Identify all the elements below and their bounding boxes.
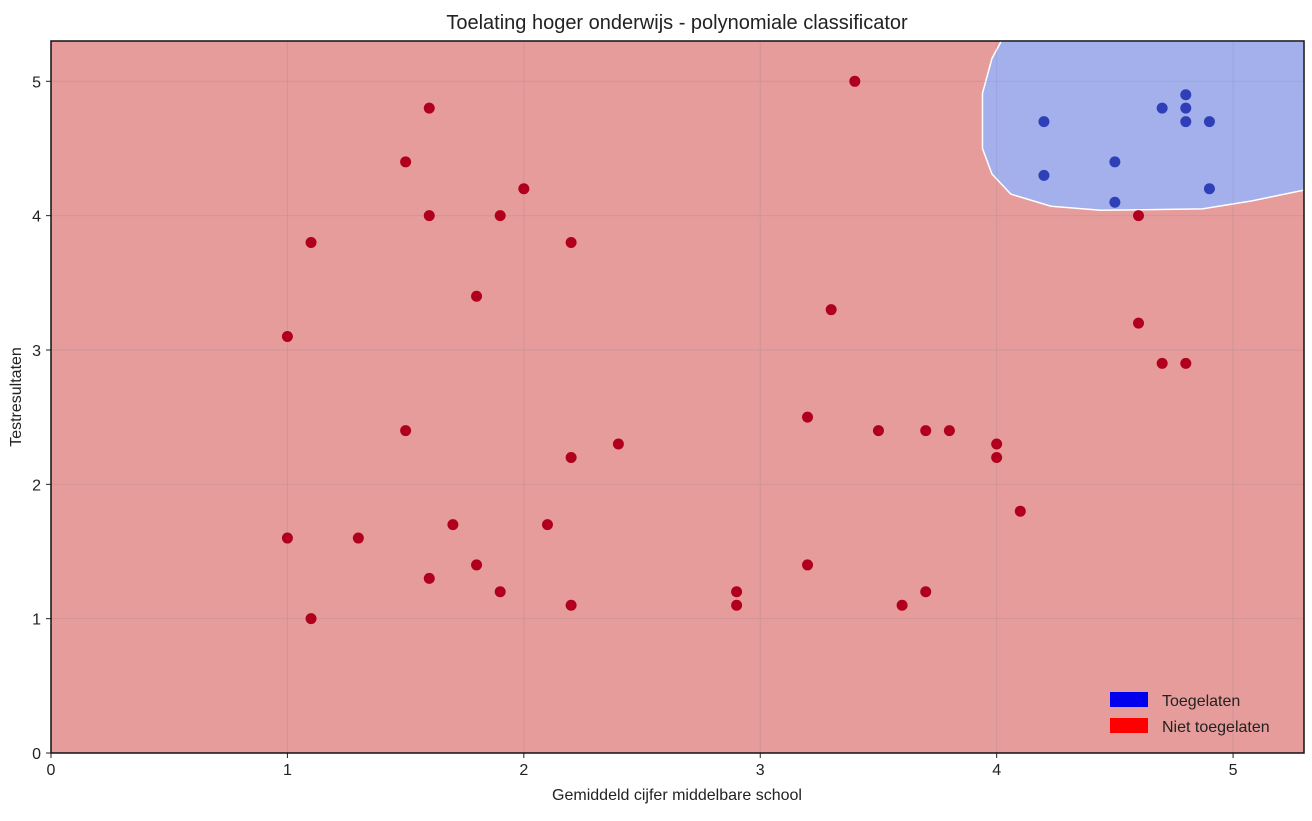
point-niet-toegelaten	[991, 438, 1003, 450]
point-niet-toegelaten	[518, 183, 530, 195]
point-niet-toegelaten	[494, 586, 506, 598]
point-niet-toegelaten	[281, 532, 293, 544]
point-niet-toegelaten	[920, 425, 932, 437]
point-niet-toegelaten	[471, 290, 483, 302]
point-toegelaten	[1203, 183, 1215, 195]
point-toegelaten	[1156, 102, 1168, 114]
x-axis-label: Gemiddeld cijfer middelbare school	[552, 787, 802, 804]
legend-label: Niet toegelaten	[1162, 719, 1270, 736]
point-niet-toegelaten	[281, 331, 293, 343]
point-niet-toegelaten	[1180, 357, 1192, 369]
x-tick-label: 0	[47, 762, 56, 779]
point-toegelaten	[1180, 89, 1192, 101]
point-niet-toegelaten	[565, 451, 577, 463]
y-tick-label: 0	[32, 746, 41, 763]
point-niet-toegelaten	[423, 572, 435, 584]
point-niet-toegelaten	[802, 559, 814, 571]
point-toegelaten	[1203, 116, 1215, 128]
legend-swatch	[1110, 718, 1148, 733]
y-tick-label: 5	[32, 74, 41, 91]
point-toegelaten	[1038, 116, 1050, 128]
x-tick-label: 5	[1229, 762, 1238, 779]
point-niet-toegelaten	[943, 425, 955, 437]
point-niet-toegelaten	[423, 210, 435, 222]
point-niet-toegelaten	[802, 411, 814, 423]
x-tick-label: 1	[283, 762, 292, 779]
point-niet-toegelaten	[731, 599, 743, 611]
chart-title: Toelating hoger onderwijs - polynomiale …	[446, 12, 908, 34]
point-niet-toegelaten	[1156, 357, 1168, 369]
legend-swatch	[1110, 692, 1148, 707]
point-niet-toegelaten	[400, 156, 412, 168]
point-niet-toegelaten	[1133, 210, 1145, 222]
point-niet-toegelaten	[352, 532, 364, 544]
point-niet-toegelaten	[991, 451, 1003, 463]
x-tick-label: 2	[519, 762, 528, 779]
point-niet-toegelaten	[471, 559, 483, 571]
point-toegelaten	[1180, 102, 1192, 114]
point-niet-toegelaten	[400, 425, 412, 437]
point-niet-toegelaten	[872, 425, 884, 437]
point-niet-toegelaten	[423, 102, 435, 114]
point-toegelaten	[1109, 156, 1121, 168]
legend: Toegelaten Niet toegelaten	[1110, 692, 1270, 736]
point-niet-toegelaten	[305, 237, 317, 249]
plot-frame	[50, 40, 1305, 754]
point-niet-toegelaten	[1014, 505, 1026, 517]
point-niet-toegelaten	[612, 438, 624, 450]
point-toegelaten	[1180, 116, 1192, 128]
point-niet-toegelaten	[849, 75, 861, 87]
point-toegelaten	[1109, 196, 1121, 208]
point-niet-toegelaten	[896, 599, 908, 611]
region-toegelaten	[981, 40, 1305, 212]
y-tick-label: 4	[32, 209, 41, 226]
point-niet-toegelaten	[731, 586, 743, 598]
legend-label: Toegelaten	[1162, 693, 1240, 710]
point-niet-toegelaten	[1133, 317, 1145, 329]
y-tick-label: 1	[32, 612, 41, 629]
x-tick-label: 4	[992, 762, 1001, 779]
point-niet-toegelaten	[565, 599, 577, 611]
point-niet-toegelaten	[494, 210, 506, 222]
point-niet-toegelaten	[825, 304, 837, 316]
y-tick-label: 3	[32, 343, 41, 360]
point-niet-toegelaten	[920, 586, 932, 598]
x-tick-label: 3	[756, 762, 765, 779]
y-axis-label: Testresultaten	[8, 347, 25, 447]
y-tick-label: 2	[32, 477, 41, 494]
point-niet-toegelaten	[565, 237, 577, 249]
point-niet-toegelaten	[305, 613, 317, 625]
point-niet-toegelaten	[447, 519, 459, 531]
point-niet-toegelaten	[541, 519, 553, 531]
point-toegelaten	[1038, 169, 1050, 181]
